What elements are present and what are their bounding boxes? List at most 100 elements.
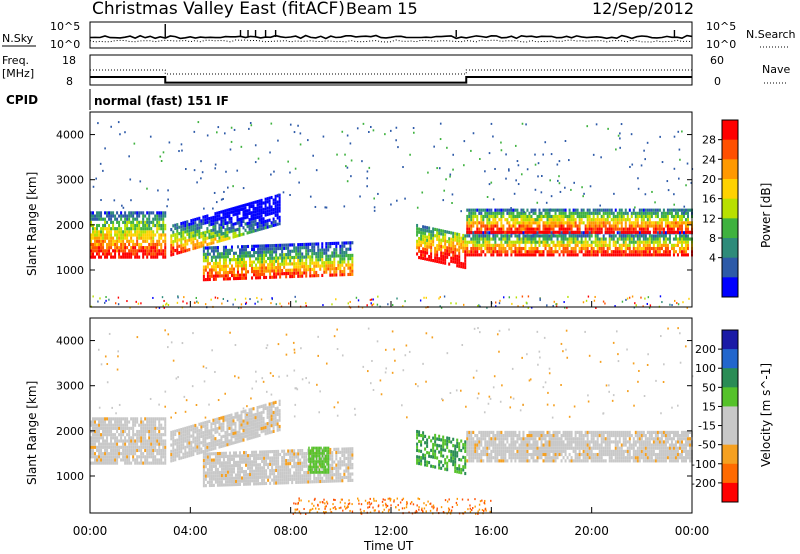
- heatmap-cell: [110, 448, 113, 453]
- heatmap-cell: [190, 440, 193, 445]
- heatmap-cell: [216, 427, 219, 431]
- heatmap-cell: [604, 243, 607, 247]
- heatmap-cell: [204, 439, 207, 444]
- heatmap-cell: [584, 253, 587, 257]
- heatmap-cell: [504, 234, 507, 238]
- heatmap-cell: [146, 458, 149, 462]
- heatmap-cell: [259, 469, 262, 473]
- heatmap-cell: [480, 218, 483, 222]
- heatmap-cell: [538, 243, 541, 247]
- heatmap-cell: [486, 234, 489, 238]
- heatmap-cell: [562, 230, 565, 234]
- heatmap-cell: [246, 437, 249, 441]
- heatmap-cell: [278, 409, 281, 413]
- heatmap-cell: [242, 410, 245, 414]
- heatmap-cell: [438, 247, 441, 251]
- heatmap-cell: [220, 223, 223, 227]
- heatmap-cell: [256, 228, 259, 232]
- heatmap-cell: [208, 217, 211, 221]
- heatmap-cell: [269, 151, 271, 154]
- heatmap-cell: [478, 304, 480, 307]
- heatmap-cell: [297, 249, 300, 253]
- heatmap-cell: [104, 249, 107, 253]
- heatmap-cell: [608, 214, 611, 219]
- heatmap-cell: [582, 221, 585, 225]
- heatmap-cell: [628, 253, 631, 257]
- heatmap-cell: [118, 445, 121, 449]
- heatmap-cell: [301, 258, 304, 262]
- heatmap-cell: [321, 273, 324, 278]
- heatmap-cell: [664, 237, 667, 241]
- heatmap-cell: [248, 420, 251, 425]
- heatmap-cell: [98, 423, 101, 427]
- heatmap-cell: [666, 208, 669, 212]
- heatmap-cell: [128, 455, 131, 459]
- heatmap-cell: [652, 211, 655, 215]
- heatmap-cell: [640, 240, 643, 244]
- heatmap-cell: [230, 140, 233, 143]
- heatmap-cell: [204, 427, 207, 431]
- heatmap-cell: [660, 253, 663, 257]
- heatmap-cell: [488, 243, 491, 247]
- heatmap-cell: [303, 255, 306, 259]
- heatmap-cell: [220, 274, 223, 278]
- heatmap-cell: [214, 437, 217, 441]
- heatmap-cell: [242, 216, 245, 220]
- heatmap-cell: [606, 218, 609, 222]
- heatmap-cell: [213, 191, 216, 194]
- heatmap-cell: [106, 458, 109, 462]
- heatmap-cell: [281, 268, 284, 273]
- heatmap-cell: [566, 227, 569, 231]
- heatmap-cell: [120, 211, 123, 215]
- heatmap-cell: [158, 227, 161, 231]
- heatmap-cell: [142, 429, 145, 434]
- heatmap-cell: [172, 449, 175, 453]
- heatmap-cell: [156, 439, 159, 443]
- heatmap-cell: [666, 230, 669, 234]
- heatmap-cell: [180, 456, 183, 460]
- heatmap-cell: [132, 448, 135, 453]
- heatmap-cell: [521, 122, 524, 125]
- heatmap-cell: [506, 230, 509, 234]
- heatmap-cell: [98, 255, 101, 259]
- heatmap-cell: [257, 472, 260, 476]
- heatmap-cell: [590, 234, 593, 238]
- heatmap-cell: [112, 227, 115, 231]
- heatmap-cell: [299, 132, 302, 135]
- heatmap-cell: [480, 246, 483, 251]
- heatmap-cell: [220, 477, 223, 481]
- heatmap-cell: [430, 245, 433, 250]
- heatmap-cell: [264, 197, 267, 201]
- heatmap-cell: [269, 275, 272, 279]
- heatmap-cell: [150, 417, 153, 421]
- heatmap-cell: [500, 218, 503, 222]
- heatmap-cell: [194, 221, 197, 225]
- heatmap-cell: [319, 248, 322, 252]
- heatmap-cell: [251, 479, 254, 483]
- heatmap-cell: [293, 274, 296, 279]
- heatmap-cell: [238, 264, 242, 268]
- heatmap-cell: [154, 439, 157, 443]
- heatmap-cell: [604, 208, 607, 212]
- heatmap-cell: [636, 214, 639, 219]
- heatmap-cell: [134, 223, 137, 228]
- heatmap-cell: [200, 428, 203, 432]
- heatmap-cell: [259, 276, 262, 280]
- heatmap-cell: [538, 230, 541, 234]
- heatmap-cell: [572, 211, 575, 215]
- heatmap-cell: [686, 240, 689, 244]
- heatmap-cell: [220, 435, 223, 439]
- heatmap-cell: [274, 413, 277, 417]
- heatmap-cell: [610, 234, 613, 238]
- heatmap-cell: [130, 236, 133, 240]
- heatmap-cell: [468, 240, 471, 244]
- heatmap-cell: [287, 246, 290, 250]
- heatmap-cell: [259, 463, 262, 467]
- noise-sky-series: [89, 34, 693, 40]
- noise-panel-frame: [89, 21, 693, 49]
- heatmap-cell: [594, 237, 597, 241]
- heatmap-cell: [212, 228, 215, 232]
- heatmap-cell: [120, 246, 123, 250]
- heatmap-cell: [654, 214, 657, 219]
